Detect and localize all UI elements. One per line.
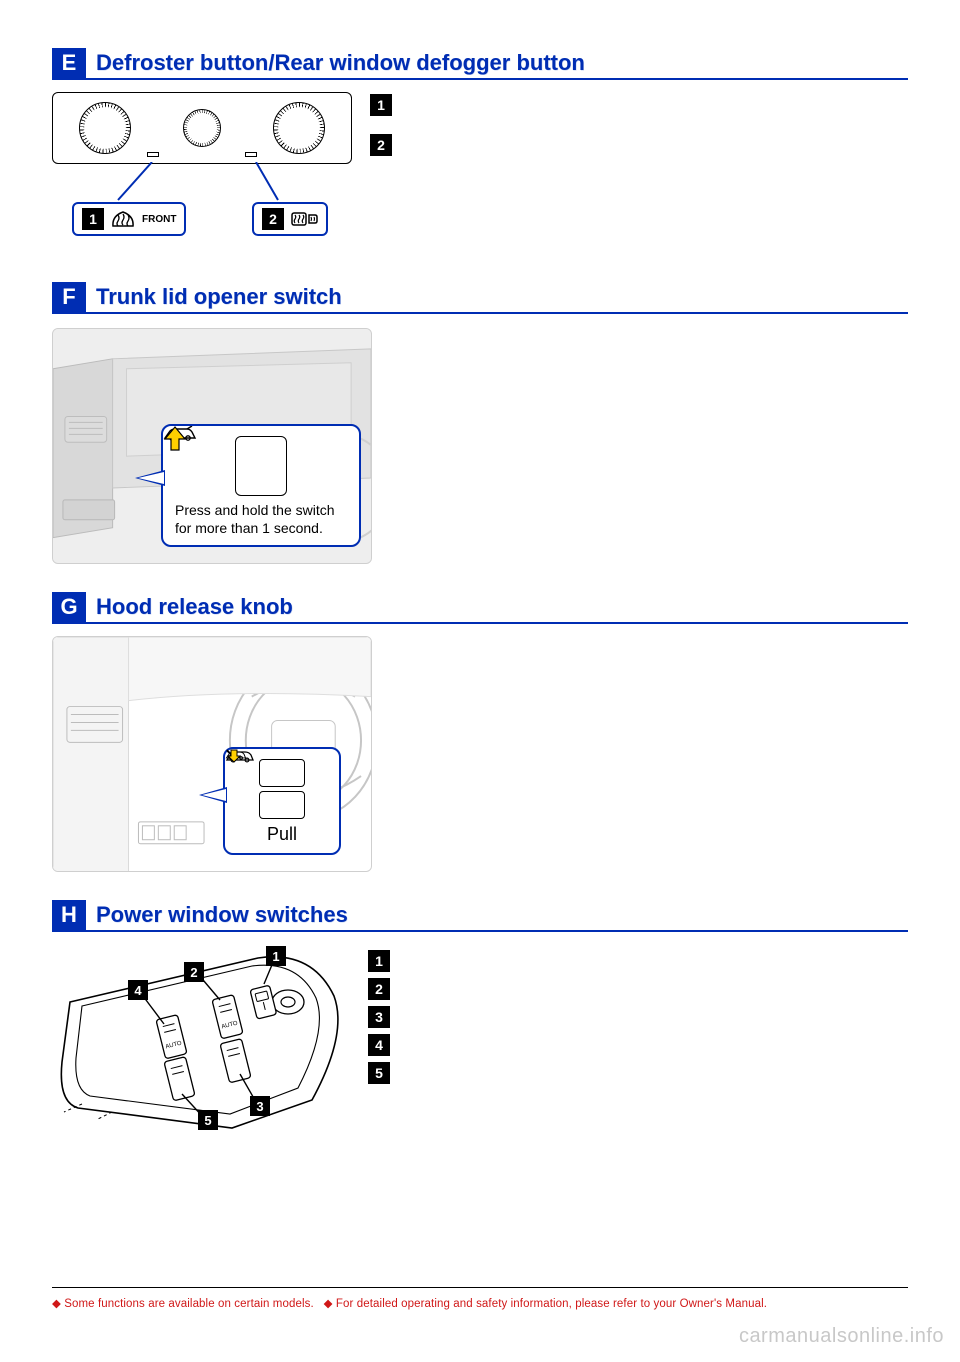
watermark: carmanualsonline.info bbox=[739, 1325, 944, 1348]
svg-text:4: 4 bbox=[134, 983, 142, 998]
section-e-body: 1 FRONT 2 bbox=[52, 92, 908, 236]
defroster-figure: 1 FRONT 2 bbox=[52, 92, 352, 236]
section-title: Trunk lid opener switch bbox=[96, 284, 342, 312]
up-arrow-icon bbox=[163, 426, 187, 452]
section-letter-badge: F bbox=[52, 282, 86, 312]
bubble-tail bbox=[135, 470, 165, 486]
hood-release-buttons bbox=[237, 759, 327, 819]
hood-release-photo: Pull bbox=[52, 636, 372, 872]
button-callouts: 1 FRONT 2 bbox=[52, 202, 352, 236]
trunk-bubble-text: Press and hold the switch for more than … bbox=[175, 502, 347, 537]
num-badge-2: 2 bbox=[262, 208, 284, 230]
hood-release-bubble: Pull bbox=[223, 747, 341, 856]
trunk-release-button-illustration bbox=[235, 436, 287, 496]
disclaimer-b: ◆ For detailed operating and safety info… bbox=[324, 1298, 767, 1310]
section-letter-badge: G bbox=[52, 592, 86, 622]
climate-dial-panel bbox=[52, 92, 352, 164]
power-window-figure: AUTO AUTO bbox=[52, 944, 342, 1130]
rear-defogger-callout: 2 bbox=[252, 202, 328, 236]
svg-text:5: 5 bbox=[204, 1113, 211, 1128]
section-e-desc-list: 1 2 bbox=[370, 94, 402, 174]
front-defrost-callout: 1 FRONT bbox=[72, 202, 186, 236]
section-title: Hood release knob bbox=[96, 594, 293, 622]
section-letter-badge: E bbox=[52, 48, 86, 78]
svg-text:3: 3 bbox=[256, 1099, 263, 1114]
front-label: FRONT bbox=[142, 214, 176, 225]
desc-row-2: 2 bbox=[370, 134, 402, 156]
trunk-switch-photo: Press and hold the switch for more than … bbox=[52, 328, 372, 564]
desc-num-1: 1 bbox=[370, 94, 392, 116]
svg-text:1: 1 bbox=[272, 949, 279, 964]
pull-label: Pull bbox=[237, 823, 327, 846]
pw-num-2: 2 bbox=[368, 978, 390, 1000]
panel-button-right bbox=[245, 152, 257, 157]
svg-text:2: 2 bbox=[190, 965, 197, 980]
pw-num-3: 3 bbox=[368, 1006, 390, 1028]
pw-num-4: 4 bbox=[368, 1034, 390, 1056]
section-g: G Hood release knob bbox=[52, 592, 908, 872]
footer-disclaimer: ◆ Some functions are available on certai… bbox=[52, 1287, 908, 1310]
desc-num-2: 2 bbox=[370, 134, 392, 156]
num-badge-1: 1 bbox=[82, 208, 104, 230]
windshield-defrost-icon bbox=[110, 208, 136, 230]
leader-lines bbox=[52, 164, 352, 202]
dial-left bbox=[79, 102, 131, 154]
down-arrow-icon bbox=[227, 749, 241, 763]
rear-defogger-icon bbox=[290, 208, 318, 230]
section-header: E Defroster button/Rear window defogger … bbox=[52, 48, 908, 80]
desc-row-1: 1 bbox=[370, 94, 402, 116]
pw-num-5: 5 bbox=[368, 1062, 390, 1084]
section-header: F Trunk lid opener switch bbox=[52, 282, 908, 314]
pw-num-1: 1 bbox=[368, 950, 390, 972]
section-title: Defroster button/Rear window defogger bu… bbox=[96, 50, 585, 78]
dial-right bbox=[273, 102, 325, 154]
section-header: G Hood release knob bbox=[52, 592, 908, 624]
hood-button-bottom bbox=[259, 791, 305, 819]
bubble-tail bbox=[199, 787, 227, 803]
power-window-desc-list: 1 2 3 4 5 bbox=[368, 950, 390, 1084]
section-letter-badge: H bbox=[52, 900, 86, 930]
section-h: H Power window switches bbox=[52, 900, 908, 1130]
dial-center bbox=[183, 109, 221, 147]
disclaimer-a: ◆ Some functions are available on certai… bbox=[52, 1298, 314, 1310]
section-f: F Trunk lid opener switch bbox=[52, 282, 908, 564]
panel-button-left bbox=[147, 152, 159, 157]
section-header: H Power window switches bbox=[52, 900, 908, 932]
hood-button-top bbox=[259, 759, 305, 787]
section-e: E Defroster button/Rear window defogger … bbox=[52, 48, 908, 236]
section-h-body: AUTO AUTO bbox=[52, 944, 908, 1130]
trunk-switch-bubble: Press and hold the switch for more than … bbox=[161, 424, 361, 547]
section-title: Power window switches bbox=[96, 902, 348, 930]
